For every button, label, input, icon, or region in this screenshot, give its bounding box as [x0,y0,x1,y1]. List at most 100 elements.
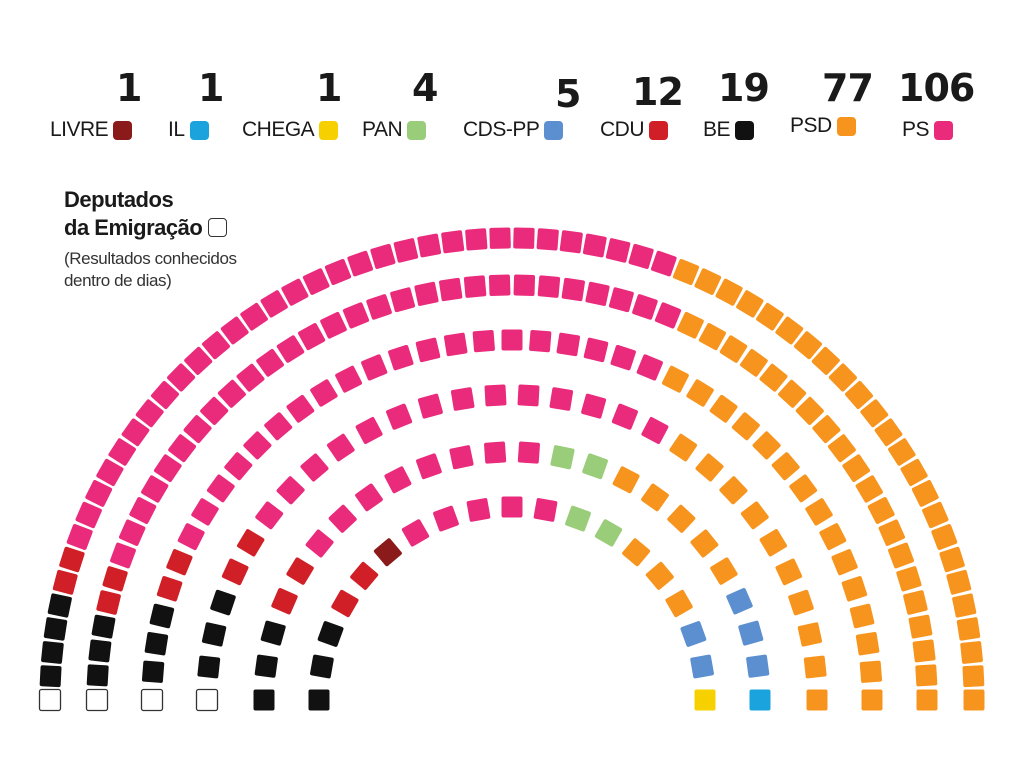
seat-ps [517,441,540,464]
seat-pan [550,445,575,470]
seat-psd [667,504,696,533]
seat-psd [641,483,669,512]
seat-ps [355,417,383,444]
seat-ps [449,445,474,470]
seat-psd [911,479,939,507]
seat-ps [217,379,246,408]
seat-ps [355,483,383,512]
legend-label: PSD [790,114,832,137]
emigration-note-line2: dentro de dias) [64,271,172,290]
seat-cdu [237,529,265,557]
legend-label: PS [902,118,930,141]
seat-psd [797,622,823,647]
legend-be: BE [703,118,755,142]
seat-be [310,654,334,679]
seat-emigration [140,688,164,712]
seat-psd [827,434,856,463]
legend-pan: PAN [362,118,427,142]
seat-ps [484,384,507,407]
seat-psd [709,394,738,423]
seat-be [141,660,165,683]
seat-psd [759,363,788,392]
seat-cdu [350,561,379,590]
seat-psd [740,348,768,377]
seat-psd [795,396,824,425]
seat-ps [298,323,326,351]
seat-ps [320,311,347,339]
seat-ps [433,505,459,532]
seat-be [317,621,344,647]
seat-ps [416,453,442,480]
seat-ps [417,393,443,419]
legend-swatch [934,120,954,140]
seat-psd [715,278,743,306]
seat-cds-pp [726,588,753,615]
seat-be [210,589,236,616]
seat-psd [736,290,764,318]
seat-psd [775,316,804,345]
seat-psd [888,542,914,569]
seat-pan [582,453,608,480]
seat-psd [861,689,883,711]
seat-ps [154,454,182,482]
seat-ps [632,294,658,320]
seat-ps [529,329,552,353]
seat-ps [390,287,416,313]
seat-ps [202,331,230,360]
seat-count-chega: 1 [316,66,342,110]
legend-label: CHEGA [242,118,315,141]
seat-ps [501,329,523,351]
seat-psd [860,399,889,428]
seat-ps [85,479,113,507]
seat-ps [450,387,475,411]
seat-psd [841,576,868,602]
seat-be [254,654,278,678]
emigration-swatch [208,218,228,237]
seat-be [88,639,112,663]
emigration-title-line1: Deputados [64,187,174,212]
legend-swatch [113,120,133,140]
seat-psd [960,641,983,664]
seat-ps [388,344,414,371]
legend-swatch [649,120,668,140]
seat-psd [962,665,985,688]
legend-il: IL [168,118,209,142]
seat-psd [690,529,719,558]
seat-psd [922,501,949,529]
seat-ps [628,243,654,269]
seat-ps [141,475,169,503]
seat-ps [608,287,634,313]
seat-psd [845,381,873,409]
seat-ps [256,348,284,377]
seat-psd [874,418,903,447]
seat-psd [939,546,965,573]
seat-cdu [271,588,298,615]
legend-livre: LIVRE [50,118,133,142]
seat-ps [151,381,179,409]
seat-ps [439,277,463,302]
seat-cdu [331,589,359,618]
seat-be [43,617,68,641]
seat-ps [582,233,607,258]
seat-psd [915,664,938,687]
seat-cds-pp [680,621,707,647]
seat-psd [661,365,689,393]
seat-psd [677,311,704,339]
legend-cdu: CDU [600,118,668,142]
seat-ps [236,363,265,392]
legend-swatch [735,120,755,140]
seat-psd [855,631,880,656]
seat-emigration [38,688,62,712]
seat-psd [788,589,814,616]
seat-ps [183,415,212,444]
seat-ps [501,496,523,518]
seat-chega [694,689,716,711]
seat-psd [878,519,906,546]
seat-ps [347,250,374,277]
seat-psd [695,453,724,482]
legend-label: CDU [600,118,645,141]
seat-livre [373,538,402,567]
seat-ps [302,268,330,295]
seat-psd [775,558,803,586]
seat-ps [255,501,284,530]
